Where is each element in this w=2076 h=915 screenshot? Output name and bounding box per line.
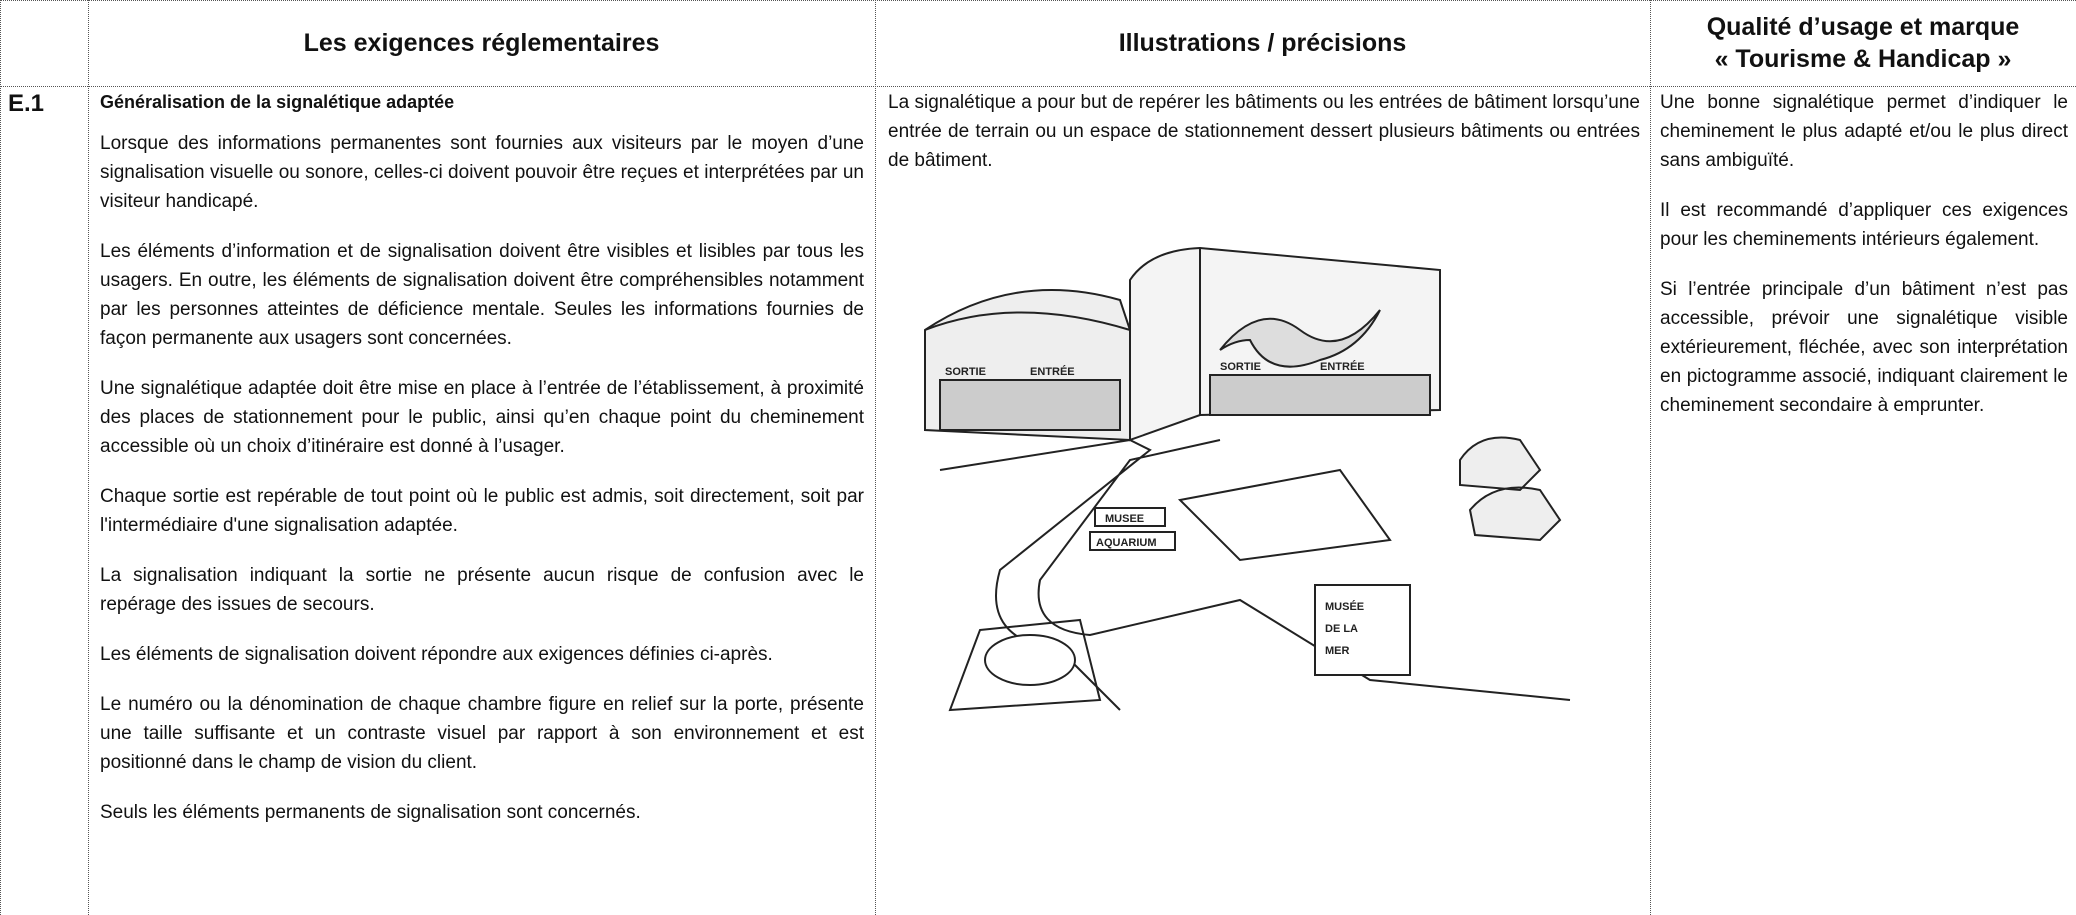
illustration-label: DE LA bbox=[1325, 623, 1358, 635]
quality-paragraph: Si l’entrée principale d’un bâtiment n’e… bbox=[1660, 279, 2068, 416]
illustration-label: AQUARIUM bbox=[1096, 537, 1157, 549]
rule bbox=[0, 86, 2076, 87]
rule bbox=[0, 0, 1, 915]
sign bbox=[1094, 507, 1166, 527]
requirement-paragraph: Le numéro ou la dénomination de chaque c… bbox=[100, 694, 864, 773]
requirement-paragraph: Lorsque des informations permanentes son… bbox=[100, 133, 864, 212]
plaza bbox=[1177, 468, 1392, 562]
header-text: Qualité d’usage et marque bbox=[1706, 13, 2020, 41]
header-text: Les exigences réglementaires bbox=[303, 29, 660, 57]
rule bbox=[1650, 0, 1651, 915]
windows bbox=[939, 379, 1121, 431]
header-cell: Illustrations / précisions bbox=[875, 0, 1650, 86]
requirements-cell: Généralisation de la signalétique adapté… bbox=[100, 88, 864, 848]
requirement-title: Généralisation de la signalétique adapté… bbox=[100, 92, 455, 112]
whale-area bbox=[948, 618, 1102, 712]
rule bbox=[875, 0, 876, 915]
requirement-paragraph: Seuls les éléments permanents de signali… bbox=[100, 802, 641, 823]
requirement-paragraph: Une signalétique adaptée doit être mise … bbox=[100, 378, 864, 457]
requirement-paragraph: Les éléments de signalisation doivent ré… bbox=[100, 644, 773, 665]
illustration-label: ENTRÉE bbox=[1320, 360, 1365, 373]
quality-paragraph: Il est recommandé d’appliquer ces exigen… bbox=[1660, 200, 2068, 250]
quality-paragraph: Une bonne signalétique permet d’indiquer… bbox=[1660, 92, 2068, 171]
illustration-text: La signalétique a pour but de repérer le… bbox=[888, 92, 1640, 171]
requirement-paragraph: La signalisation indiquant la sortie ne … bbox=[100, 565, 864, 615]
illustration: SORTIE ENTRÉE SORTIE ENTRÉE MUSEE AQUARIUM MUS… bbox=[924, 246, 1571, 712]
sign-board bbox=[1314, 584, 1411, 676]
illustration-label: SORTIE bbox=[945, 366, 986, 378]
row-id: E.1 bbox=[8, 90, 45, 117]
header-text: Illustrations / précisions bbox=[1118, 29, 1407, 57]
sign bbox=[1089, 531, 1176, 551]
requirement-paragraph: Les éléments d’information et de signali… bbox=[100, 241, 864, 349]
rule bbox=[88, 0, 89, 915]
wave-logo bbox=[1219, 309, 1381, 368]
rule bbox=[0, 0, 2076, 1]
requirement-paragraph: Chaque sortie est repérable de tout poin… bbox=[100, 486, 864, 536]
cars bbox=[1459, 436, 1562, 542]
roof bbox=[924, 311, 1131, 331]
illustration-cell: La signalétique a pour but de repérer le… bbox=[888, 88, 1640, 196]
header-text: « Tourisme & Handicap » bbox=[1714, 45, 2012, 73]
whale bbox=[984, 634, 1076, 686]
illustration-label: MER bbox=[1325, 645, 1350, 657]
header-cell: Les exigences réglementaires bbox=[88, 0, 875, 86]
illustration-label: SORTIE bbox=[1220, 361, 1261, 373]
windows bbox=[1209, 374, 1431, 416]
illustration-label: MUSÉE bbox=[1325, 600, 1364, 613]
illustration-label: ENTRÉE bbox=[1030, 365, 1075, 378]
header-cell: Qualité d’usage et marque « Tourisme & Ha… bbox=[1650, 0, 2076, 86]
quality-cell: Une bonne signalétique permet d’indiquer… bbox=[1660, 88, 2068, 441]
illustration-label: MUSEE bbox=[1105, 513, 1144, 525]
